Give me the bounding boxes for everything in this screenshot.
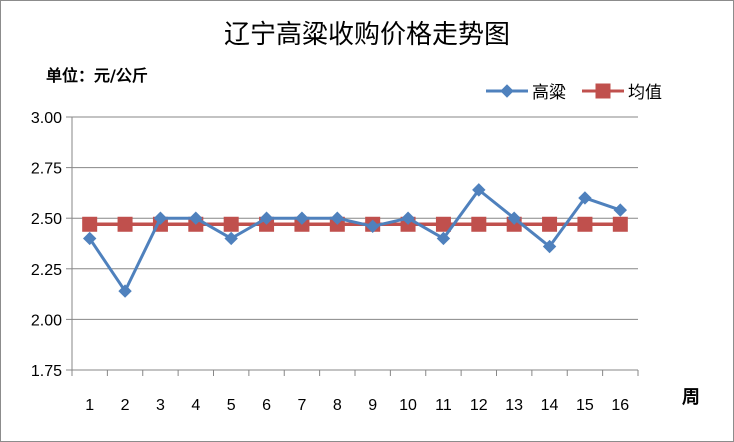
x-tick-label: 2 <box>121 397 130 414</box>
x-tick-label: 12 <box>470 397 488 414</box>
data-point <box>118 284 132 298</box>
x-tick-label: 5 <box>227 397 236 414</box>
data-point <box>507 211 521 225</box>
series-0 <box>82 183 628 298</box>
x-axis-label: 周 <box>682 387 700 408</box>
x-tick-label: 9 <box>368 397 377 414</box>
x-tick-label: 15 <box>576 397 594 414</box>
y-tick-label: 2.75 <box>31 161 62 178</box>
y-tick-label: 2.00 <box>31 312 62 329</box>
data-point <box>401 211 415 225</box>
y-tick-label: 3.00 <box>31 110 62 127</box>
y-tick-label: 2.50 <box>31 211 62 228</box>
series-layer <box>82 183 628 298</box>
legend: 高粱 均值 <box>486 83 662 103</box>
data-point <box>365 219 380 234</box>
data-point <box>82 231 97 246</box>
x-tick-label: 1 <box>85 397 94 414</box>
x-tick-label: 16 <box>611 397 629 414</box>
data-point <box>578 191 592 205</box>
x-tick-label: 10 <box>399 397 417 414</box>
x-tick-label: 14 <box>541 397 559 414</box>
data-point <box>472 183 486 197</box>
chart-title: 辽宁高粱收购价格走势图 <box>223 20 510 50</box>
x-tick-label: 11 <box>435 397 452 414</box>
data-point <box>295 211 309 225</box>
x-tick-label: 4 <box>191 397 200 414</box>
data-point <box>436 231 451 246</box>
y-tick-labels: 1.75 2.00 2.25 2.50 2.75 3.00 <box>31 110 62 380</box>
x-tick-label: 7 <box>297 397 306 414</box>
data-point <box>224 231 238 246</box>
x-tick-labels: 1 2 3 4 5 6 7 8 9 10 11 12 13 14 15 16 <box>85 397 629 414</box>
y-tick-label: 2.25 <box>31 262 62 279</box>
x-tick-label: 3 <box>156 397 165 414</box>
legend-label: 均值 <box>628 83 662 103</box>
data-point <box>223 216 239 232</box>
data-point <box>259 211 274 225</box>
x-tick-label: 13 <box>505 397 523 414</box>
data-point <box>330 211 345 225</box>
axes <box>66 116 639 376</box>
legend-marker <box>500 84 514 98</box>
y-tick-label: 1.75 <box>31 363 62 380</box>
x-tick-label: 8 <box>333 397 342 414</box>
data-point <box>189 211 203 225</box>
data-point <box>612 216 628 232</box>
legend-label: 高粱 <box>532 83 566 103</box>
data-point <box>577 216 593 232</box>
data-point <box>613 203 628 217</box>
data-point <box>153 211 168 225</box>
legend-marker <box>595 83 611 99</box>
series-line <box>88 188 621 293</box>
data-point <box>435 216 451 232</box>
data-point <box>542 216 558 232</box>
data-point <box>542 239 557 254</box>
data-point <box>471 216 487 232</box>
y-axis-unit-label: 单位：元/公斤 <box>46 66 148 85</box>
data-point <box>82 216 98 232</box>
data-point <box>117 216 133 232</box>
x-tick-label: 6 <box>262 397 271 414</box>
